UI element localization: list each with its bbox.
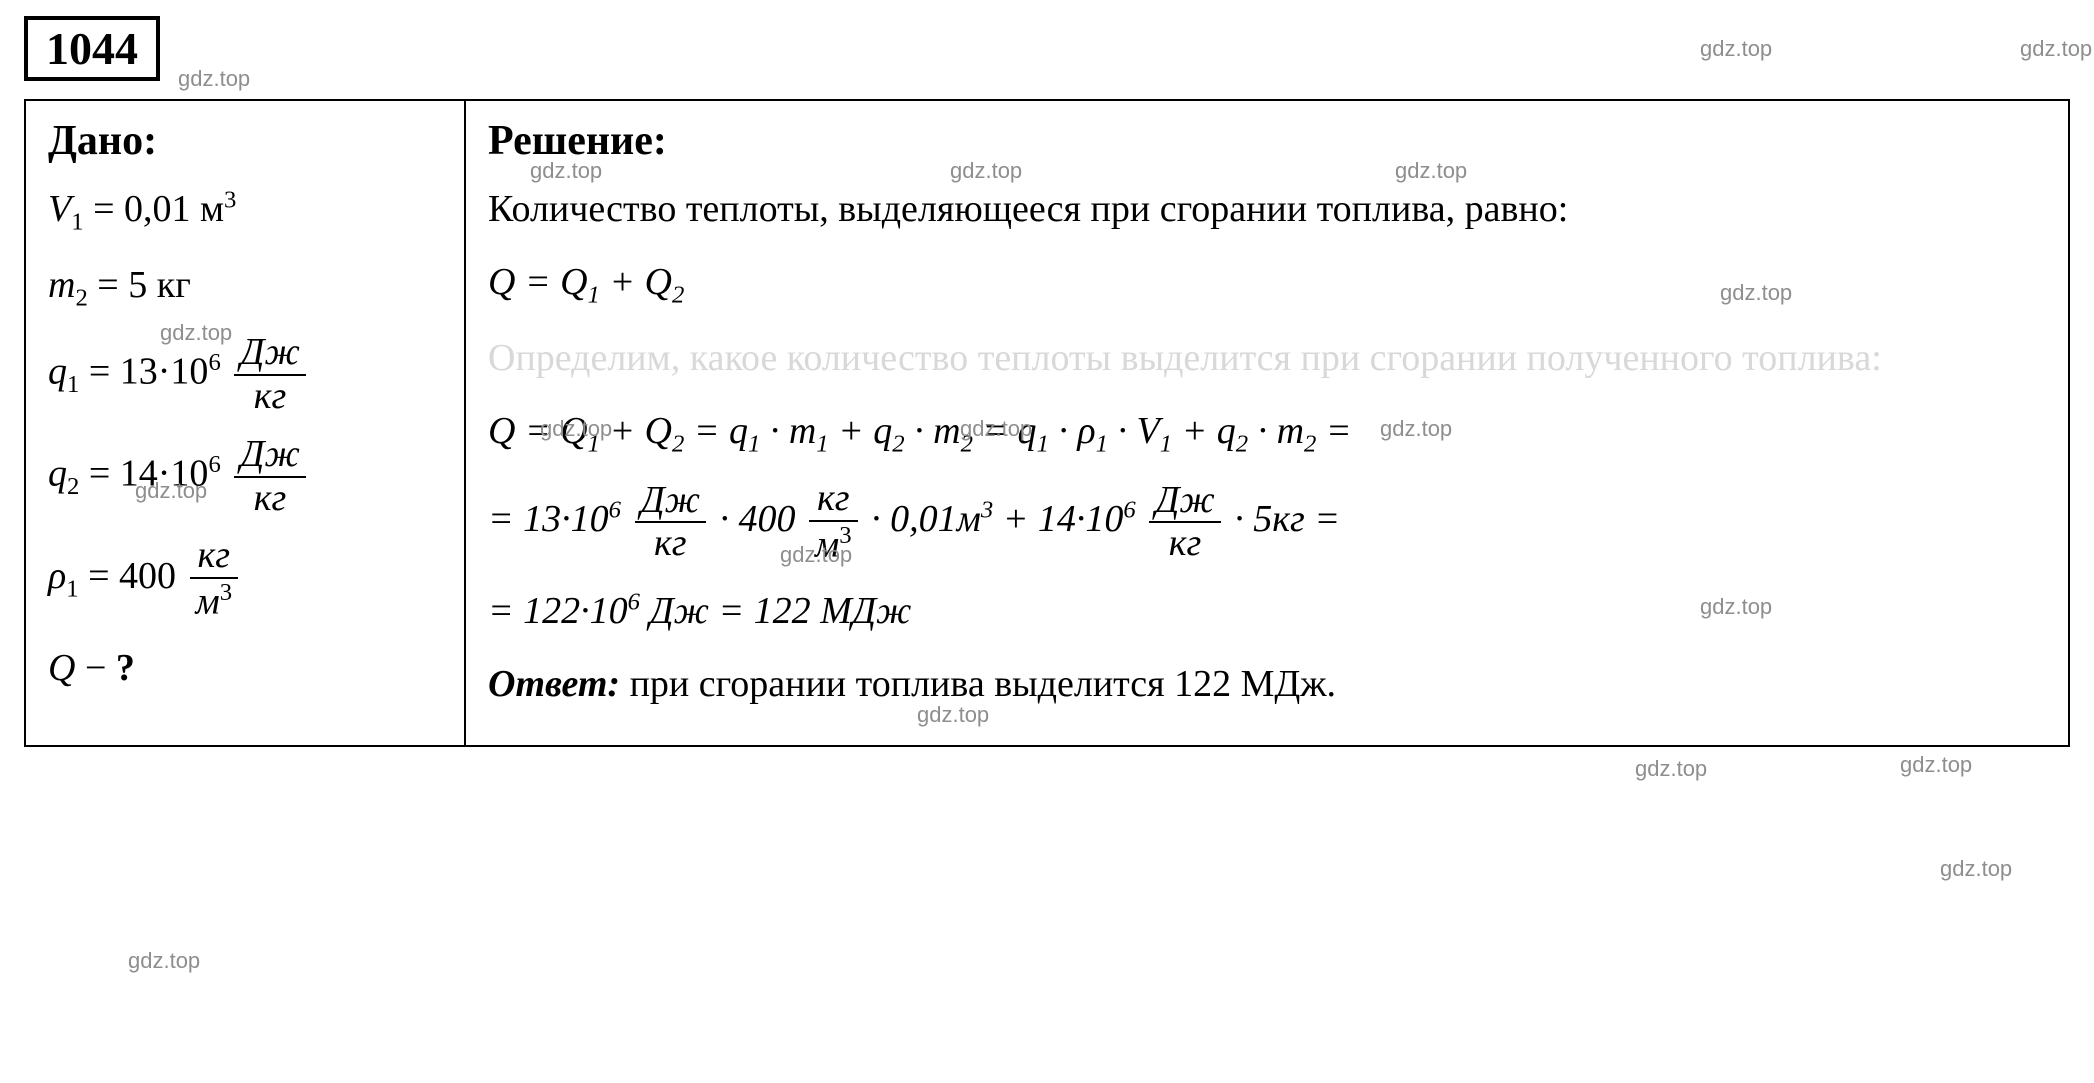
answer-label: Ответ: bbox=[488, 663, 620, 705]
given-lines: V1 = 0,01 м3 m2 = 5 кг q1 = 13·106 Джкг q2 … bbox=[48, 181, 442, 697]
problem-number: 1044 bbox=[24, 16, 160, 81]
watermark: gdz.top bbox=[1940, 856, 2012, 882]
watermark: gdz.top bbox=[2020, 36, 2092, 62]
given-line: V1 = 0,01 м3 bbox=[48, 181, 442, 241]
watermark: gdz.top bbox=[1900, 752, 1972, 778]
solution-table: Дано: V1 = 0,01 м3 m2 = 5 кг q1 = 13·106 Д… bbox=[24, 99, 2070, 747]
solution-cell: Решение: Количество теплоты, выделяющеес… bbox=[465, 100, 2069, 746]
given-line: m2 = 5 кг bbox=[48, 257, 442, 317]
given-line: q1 = 13·106 Джкг bbox=[48, 332, 442, 418]
watermark: gdz.top bbox=[178, 66, 250, 92]
given-title: Дано: bbox=[48, 117, 442, 165]
solution-lines: Количество теплоты, выделяющееся при сго… bbox=[488, 181, 2046, 640]
watermark: gdz.top bbox=[1635, 756, 1707, 782]
solution-line: Количество теплоты, выделяющееся при сго… bbox=[488, 181, 2046, 238]
solution-line: = 13·106 Джкг · 400 кгм3 · 0,01м3 + 14·1… bbox=[488, 478, 2046, 566]
given-line: ρ1 = 400 кгм3 bbox=[48, 535, 442, 623]
given-cell: Дано: V1 = 0,01 м3 m2 = 5 кг q1 = 13·106 Д… bbox=[25, 100, 465, 746]
solution-line: = 122·106 Дж = 122 МДж bbox=[488, 583, 2046, 640]
answer-line: Ответ: при сгорании топлива выделится 12… bbox=[488, 656, 2046, 713]
watermark: gdz.top bbox=[1700, 36, 1772, 62]
solution-line: Q = Q1 + Q2 = q1 · m1 + q2 · m2 = q1 · ρ… bbox=[488, 403, 2046, 463]
answer-text: при сгорании топлива выделится 122 МДж. bbox=[620, 663, 1336, 705]
solution-title: Решение: bbox=[488, 117, 2046, 165]
solution-line: Q = Q1 + Q2 bbox=[488, 254, 2046, 314]
given-line: Q − ? bbox=[48, 640, 442, 697]
solution-line: Определим, какое количество теплоты выде… bbox=[488, 330, 2046, 387]
watermark: gdz.top bbox=[128, 948, 200, 974]
given-line: q2 = 14·106 Джкг bbox=[48, 434, 442, 520]
